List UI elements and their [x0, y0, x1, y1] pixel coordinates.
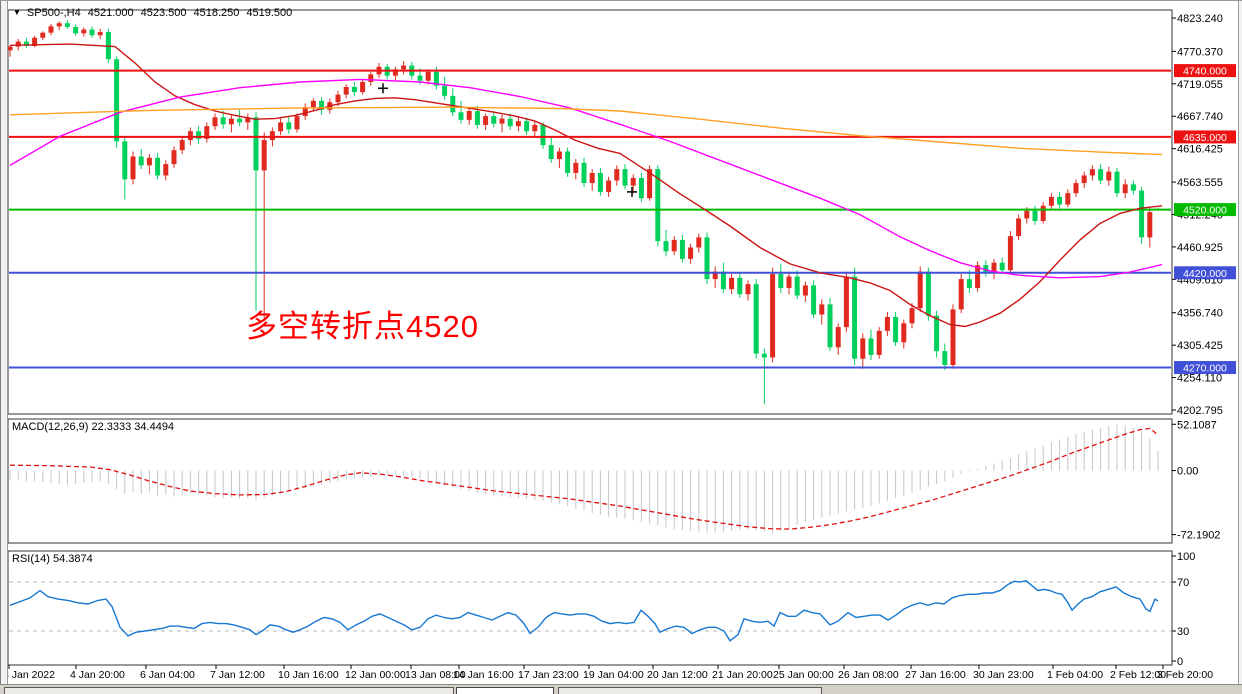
svg-text:30: 30 — [1177, 626, 1189, 638]
svg-text:4356.740: 4356.740 — [1177, 308, 1223, 320]
mid-ma-line — [9, 78, 1163, 279]
symbol-dropdown-icon[interactable]: ▼ — [13, 8, 21, 17]
svg-text:4823.240: 4823.240 — [1177, 13, 1223, 25]
svg-text:4 Jan 20:00: 4 Jan 20:00 — [70, 669, 125, 681]
svg-text:17 Jan 23:00: 17 Jan 23:00 — [518, 669, 579, 681]
slow-ma-line — [9, 106, 1163, 156]
svg-text:4305.425: 4305.425 — [1177, 340, 1223, 352]
high-value: 4523.500 — [140, 7, 187, 19]
chart-title: ▼ SP500-,H4 4521.000 4523.500 4518.250 4519.5… — [13, 7, 292, 19]
macd-axis: 52.1087 0.00 -72.1902 — [1172, 419, 1220, 542]
chart-tab[interactable] — [558, 687, 822, 694]
horizontal-level-lines[interactable] — [9, 69, 1171, 369]
fast-ma-line — [9, 43, 1163, 328]
chart-text-annotation[interactable]: 多空转折点4520 — [246, 309, 479, 344]
svg-text:1 Feb 04:00: 1 Feb 04:00 — [1047, 669, 1103, 681]
svg-text:14 Jan 16:00: 14 Jan 16:00 — [453, 669, 514, 681]
svg-text:30 Jan 23:00: 30 Jan 23:00 — [973, 669, 1034, 681]
svg-text:4420.000: 4420.000 — [1183, 268, 1227, 280]
window-right-border — [1238, 0, 1242, 684]
svg-text:3 Jan 2022: 3 Jan 2022 — [3, 669, 55, 681]
svg-text:19 Jan 04:00: 19 Jan 04:00 — [583, 669, 644, 681]
svg-text:4635.000: 4635.000 — [1183, 132, 1227, 144]
chart-tab-active[interactable] — [456, 687, 554, 694]
svg-text:3 Feb 20:00: 3 Feb 20:00 — [1157, 669, 1213, 681]
svg-text:4520.000: 4520.000 — [1183, 205, 1227, 217]
svg-text:26 Jan 08:00: 26 Jan 08:00 — [838, 669, 899, 681]
svg-text:4460.925: 4460.925 — [1177, 242, 1223, 254]
svg-text:4740.000: 4740.000 — [1183, 66, 1227, 78]
svg-text:4254.110: 4254.110 — [1177, 373, 1222, 385]
chart-tab[interactable] — [4, 687, 454, 694]
svg-text:4270.000: 4270.000 — [1183, 363, 1227, 375]
svg-text:4616.425: 4616.425 — [1177, 144, 1223, 156]
svg-text:25 Jan 00:00: 25 Jan 00:00 — [773, 669, 834, 681]
rsi-guides — [9, 581, 1171, 632]
open-value: 4521.000 — [87, 7, 134, 19]
svg-text:0: 0 — [1177, 656, 1183, 668]
price-level-badges: 4740.000 4635.000 4520.000 4420.000 4270.000 — [1174, 64, 1236, 375]
svg-text:100: 100 — [1177, 551, 1195, 563]
svg-text:4563.555: 4563.555 — [1177, 177, 1223, 189]
svg-text:12 Jan 00:00: 12 Jan 00:00 — [345, 669, 406, 681]
svg-text:20 Jan 12:00: 20 Jan 12:00 — [647, 669, 708, 681]
svg-text:7 Jan 12:00: 7 Jan 12:00 — [210, 669, 265, 681]
rsi-axis: 100 70 30 0 — [1172, 551, 1195, 668]
svg-text:70: 70 — [1177, 577, 1189, 589]
svg-text:4667.740: 4667.740 — [1177, 111, 1223, 123]
low-value: 4518.250 — [193, 7, 240, 19]
macd-signal-line — [9, 427, 1159, 530]
svg-text:10 Jan 16:00: 10 Jan 16:00 — [278, 669, 339, 681]
macd-histogram — [9, 424, 1159, 534]
svg-text:13 Jan 08:00: 13 Jan 08:00 — [405, 669, 466, 681]
rsi-indicator-label: RSI(14) 54.3874 — [12, 553, 93, 565]
svg-text:4719.055: 4719.055 — [1177, 79, 1223, 91]
close-value: 4519.500 — [246, 7, 293, 19]
rsi-line — [9, 580, 1159, 642]
svg-text:6 Jan 04:00: 6 Jan 04:00 — [140, 669, 195, 681]
svg-text:-72.1902: -72.1902 — [1177, 530, 1220, 542]
svg-text:27 Jan 16:00: 27 Jan 16:00 — [905, 669, 966, 681]
macd-indicator-label: MACD(12,26,9) 22.3333 34.4494 — [12, 421, 175, 433]
date-axis[interactable]: 3 Jan 2022 4 Jan 20:00 6 Jan 04:00 7 Jan 12… — [3, 665, 1213, 681]
window-left-border — [0, 0, 8, 684]
plus-markers[interactable] — [378, 83, 637, 197]
candlesticks[interactable] — [7, 20, 1161, 405]
window-top-border — [0, 0, 1242, 1]
svg-text:4770.370: 4770.370 — [1177, 46, 1223, 58]
svg-text:21 Jan 20:00: 21 Jan 20:00 — [712, 669, 773, 681]
svg-text:2 Feb 12:00: 2 Feb 12:00 — [1110, 669, 1166, 681]
chart-tab-bar — [0, 684, 1242, 694]
svg-text:4202.795: 4202.795 — [1177, 405, 1223, 417]
svg-text:0.00: 0.00 — [1177, 466, 1198, 478]
symbol-period-label: SP500-,H4 — [26, 7, 81, 19]
panel-frames — [7, 9, 1173, 666]
svg-text:52.1087: 52.1087 — [1177, 419, 1217, 431]
